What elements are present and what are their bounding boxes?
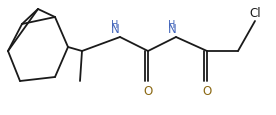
Text: H: H xyxy=(111,20,119,30)
Text: O: O xyxy=(143,84,153,97)
Text: Cl: Cl xyxy=(249,7,261,20)
Text: N: N xyxy=(168,23,176,36)
Text: N: N xyxy=(111,23,120,36)
Text: O: O xyxy=(202,84,212,97)
Text: H: H xyxy=(168,20,176,30)
